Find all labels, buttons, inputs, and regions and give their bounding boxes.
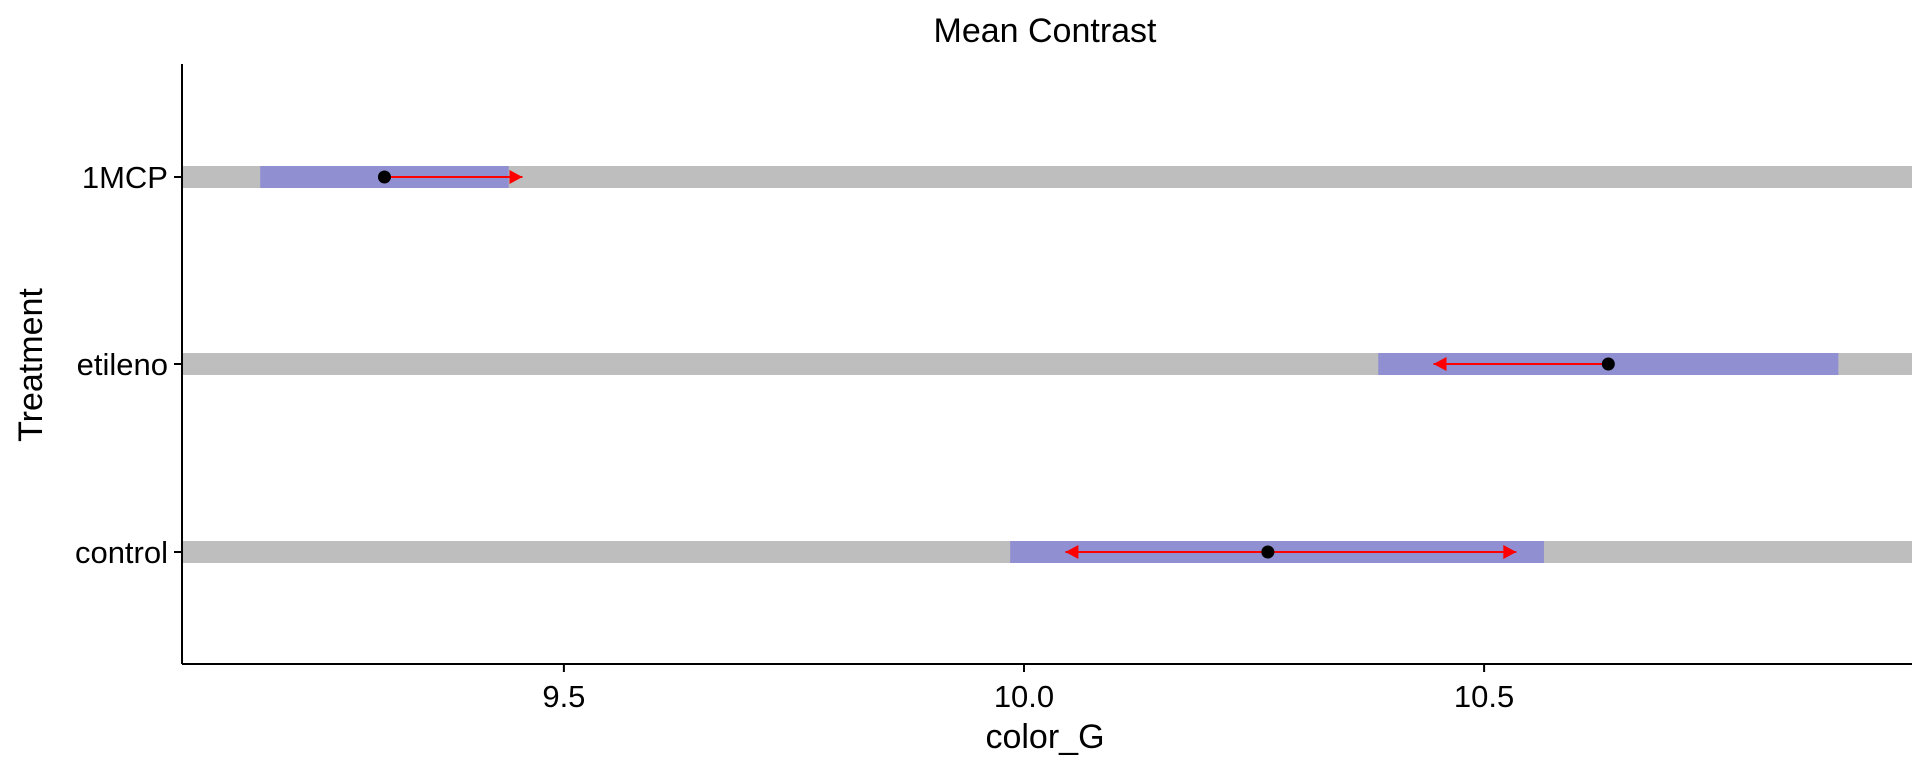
y-axis-title: Treatment (12, 288, 50, 442)
mean-point-etileno (1601, 357, 1615, 371)
chart-title: Mean Contrast (934, 12, 1158, 50)
x-tick-label-2: 10.5 (1454, 679, 1514, 714)
mean-point-1mcp (377, 170, 391, 184)
contrast-arrows (384, 170, 1609, 559)
y-axis-ticks: 1MCP etileno control (75, 160, 182, 570)
x-tick-label-0: 9.5 (542, 679, 585, 714)
mean-points (377, 170, 1615, 559)
y-tick-label-1mcp: 1MCP (82, 160, 168, 195)
arrow-head-control (1503, 545, 1517, 559)
y-tick-label-etileno: etileno (77, 347, 168, 382)
arrow-head-1mcp (509, 170, 523, 184)
band-1mcp (182, 166, 1912, 188)
arrow-head-etileno (1433, 357, 1447, 371)
x-tick-label-1: 10.0 (994, 679, 1054, 714)
arrow-head-start-control (1065, 545, 1079, 559)
x-axis-title: color_G (985, 718, 1104, 756)
y-tick-label-control: control (75, 535, 168, 570)
mean-point-control (1261, 545, 1275, 559)
x-axis-ticks: 9.5 10.0 10.5 (542, 664, 1514, 714)
